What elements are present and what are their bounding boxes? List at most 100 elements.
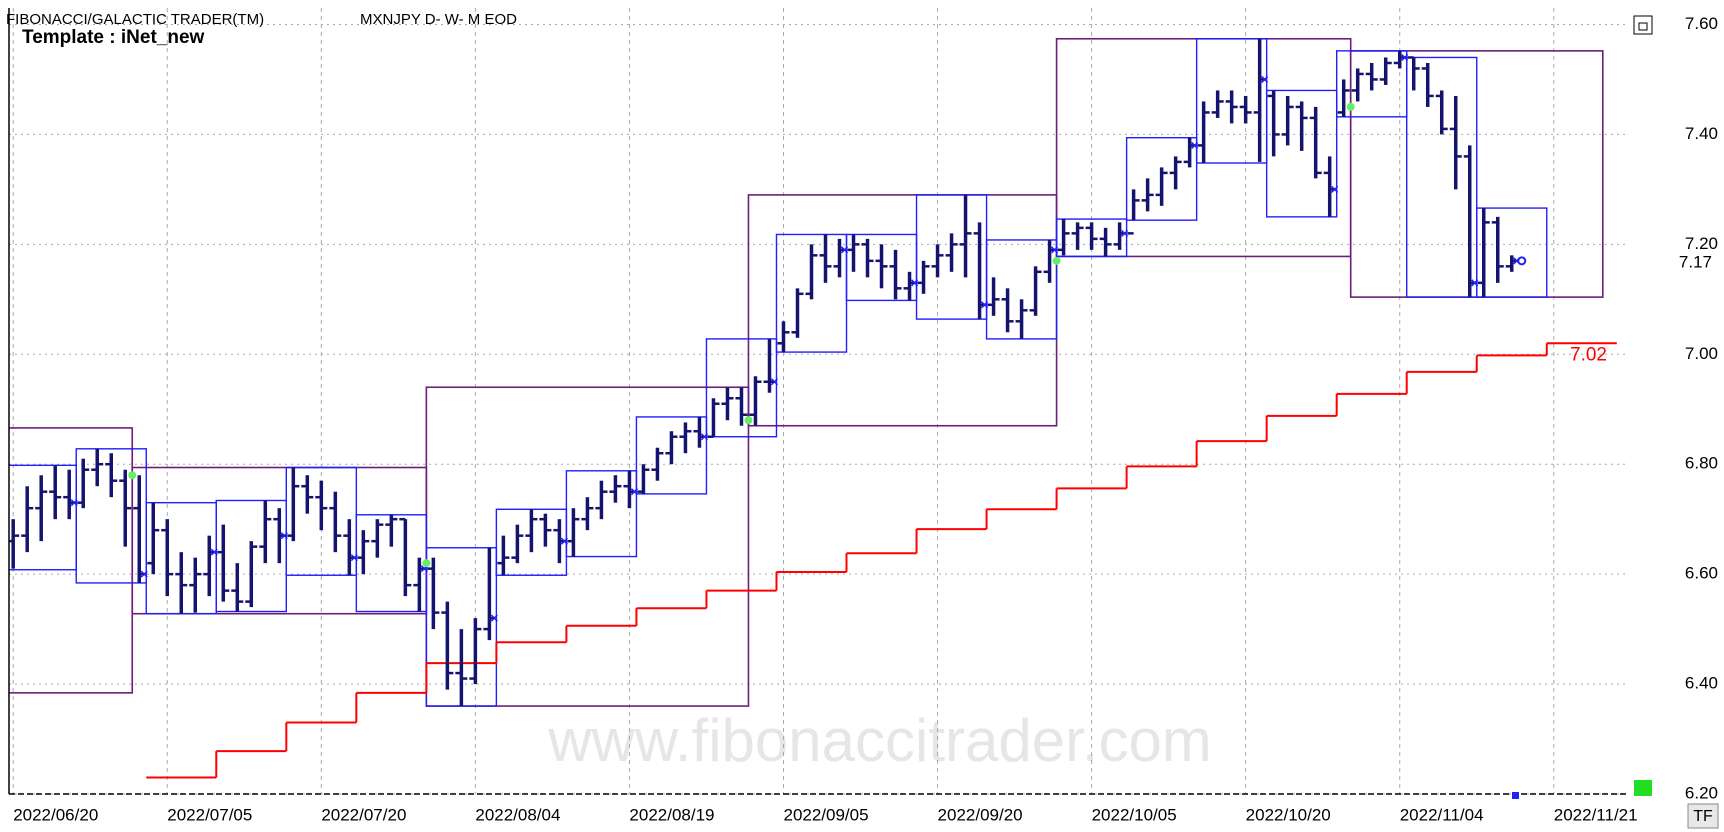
price-bar xyxy=(1001,288,1014,333)
price-bar xyxy=(819,234,832,283)
price-bar xyxy=(9,519,20,569)
price-bar xyxy=(889,249,902,300)
weekly-box xyxy=(1055,218,1128,258)
price-bar xyxy=(371,519,384,558)
month-open-marker xyxy=(1346,102,1355,111)
weekly-close-cross xyxy=(630,488,638,496)
x-tick-label: 2022/09/20 xyxy=(938,805,1023,824)
price-bar xyxy=(539,513,552,547)
y-tick-label: 7.60 xyxy=(1685,14,1718,33)
price-bar xyxy=(609,475,622,503)
price-bar xyxy=(357,530,370,575)
price-bar xyxy=(1211,90,1224,118)
x-tick-label: 2022/09/05 xyxy=(783,805,868,824)
price-bar xyxy=(21,486,34,553)
panel-icon[interactable] xyxy=(1633,15,1653,35)
x-tick-label: 2022/11/04 xyxy=(1400,805,1484,824)
time-marker xyxy=(1512,792,1519,799)
price-bar xyxy=(861,238,874,278)
weekly-close-cross xyxy=(770,378,779,386)
weekly-box xyxy=(565,470,638,558)
corner-marker[interactable] xyxy=(1634,780,1652,796)
weekly-close-cross xyxy=(1121,229,1129,237)
weekly-box xyxy=(635,416,708,495)
tf-button-label[interactable]: TF xyxy=(1693,808,1713,825)
price-bar xyxy=(1141,178,1154,212)
price-bar xyxy=(1281,95,1294,146)
plot-area xyxy=(9,37,1617,779)
symbol-label: MXNJPY D- W- M EOD xyxy=(360,11,517,28)
price-bar xyxy=(721,387,734,421)
weekly-close-cross xyxy=(1471,279,1479,287)
price-bar xyxy=(1407,56,1420,91)
price-bar xyxy=(777,321,790,353)
price-bar xyxy=(49,465,62,520)
price-bar xyxy=(399,517,412,597)
price-bar xyxy=(1421,62,1434,107)
price-bar xyxy=(301,475,314,514)
weekly-box xyxy=(985,239,1058,340)
y-tick-label: 6.40 xyxy=(1685,674,1718,693)
weekly-box xyxy=(1265,89,1338,218)
price-bar xyxy=(1029,266,1042,316)
tf-button[interactable] xyxy=(1687,803,1719,829)
weekly-close-cross xyxy=(490,614,498,622)
x-tick-label: 2022/10/05 xyxy=(1092,805,1177,824)
price-bar xyxy=(679,422,692,454)
weekly-close-cross xyxy=(280,532,288,540)
price-bar xyxy=(1365,62,1378,91)
price-bar xyxy=(707,398,720,438)
x-tick-label: 2022/08/04 xyxy=(475,805,560,824)
price-bar xyxy=(1127,189,1140,235)
price-bar xyxy=(875,244,888,289)
x-tick-label: 2022/06/20 xyxy=(13,805,98,824)
weekly-box xyxy=(705,338,778,438)
price-bar xyxy=(567,508,580,557)
grid xyxy=(9,8,1628,795)
step-value-label: 7.02 xyxy=(1570,344,1607,365)
weekly-box xyxy=(1476,207,1548,298)
price-bar xyxy=(735,387,748,426)
price-bar xyxy=(1085,222,1098,250)
price-bar xyxy=(917,260,930,294)
price-bar xyxy=(1379,57,1392,85)
price-bar xyxy=(1057,219,1070,256)
panel-icon-inner xyxy=(1638,22,1648,31)
price-bar xyxy=(595,480,608,520)
price-bar xyxy=(1155,167,1168,206)
x-tick-label: 2022/07/20 xyxy=(321,805,406,824)
month-open-marker xyxy=(744,416,753,425)
price-bar xyxy=(525,509,538,553)
price-bar xyxy=(1337,79,1350,117)
price-bar xyxy=(427,557,440,630)
price-bar xyxy=(1449,95,1462,190)
price-bar xyxy=(511,524,524,564)
price-bar xyxy=(1435,90,1448,135)
last-price-label: 7.17 xyxy=(1679,252,1712,271)
price-bar xyxy=(847,234,860,272)
y-tick-label: 6.20 xyxy=(1685,783,1718,802)
month-open-marker xyxy=(128,471,137,480)
weekly-close-cross xyxy=(1331,185,1339,193)
template-label: Template : iNet_new xyxy=(22,27,205,48)
price-bar xyxy=(1477,208,1490,298)
weekly-close-cross xyxy=(70,499,78,507)
weekly-close-cross xyxy=(1191,141,1199,149)
weekly-close-cross xyxy=(840,246,849,254)
price-bar xyxy=(1239,95,1252,124)
price-bar xyxy=(315,480,328,531)
x-tick-label: 2022/08/19 xyxy=(629,805,714,824)
month-open-marker xyxy=(422,559,431,568)
weekly-close-cross xyxy=(140,570,148,578)
price-bar xyxy=(987,277,1000,316)
price-bar xyxy=(1491,216,1504,283)
weekly-close-cross xyxy=(1051,246,1059,254)
price-bar xyxy=(189,557,202,613)
x-tick-label: 2022/07/05 xyxy=(167,805,252,824)
price-bar xyxy=(245,541,258,608)
month-open-marker xyxy=(1052,256,1061,265)
weekly-close-cross xyxy=(560,537,568,545)
price-bar xyxy=(91,448,104,487)
price-bar xyxy=(1197,101,1210,164)
